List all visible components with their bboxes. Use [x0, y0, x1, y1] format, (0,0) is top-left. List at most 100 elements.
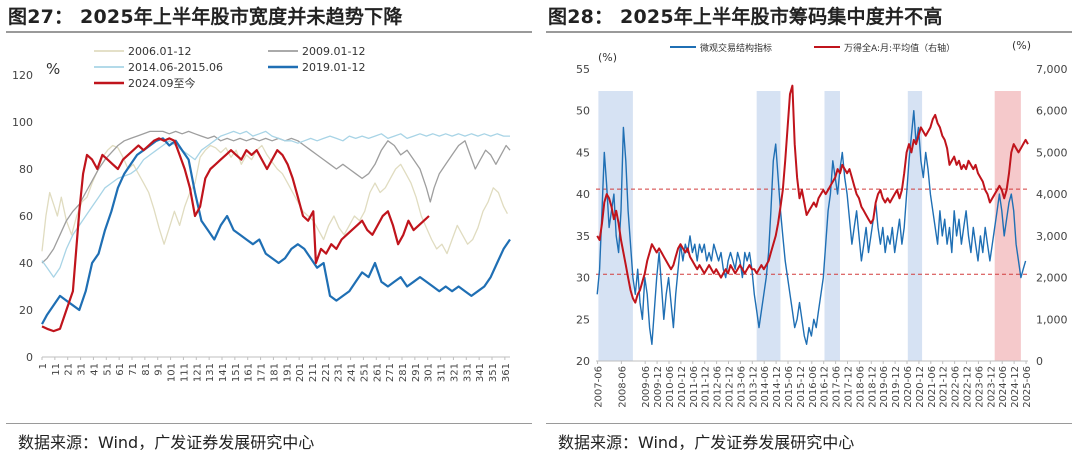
x-tick-label: 211 — [308, 363, 319, 382]
series-line-3 — [41, 130, 510, 278]
x-tick-label: 361 — [501, 363, 512, 382]
x-tick-label: 351 — [488, 363, 499, 382]
x-tick-label: 261 — [372, 363, 383, 382]
x-tick-label: 51 — [102, 363, 113, 376]
x-tick-label: 2016-12 — [820, 366, 831, 408]
left-y-tick-label: 55 — [576, 63, 590, 76]
x-tick-label: 191 — [282, 363, 293, 382]
y-tick-label: 20 — [19, 304, 33, 317]
x-tick-label: 2018-12 — [867, 366, 878, 408]
x-tick-label: 241 — [347, 363, 358, 382]
y-tick-label: 100 — [12, 116, 33, 129]
x-tick-label: 2024-06 — [998, 366, 1009, 408]
x-tick-label: 131 — [205, 363, 216, 382]
figure-28-title: 图28： 2025年上半年股市筹码集中度并不高 — [548, 6, 943, 28]
x-tick-label: 2014-06 — [760, 366, 771, 408]
legend-label-4: 2019.01-12 — [302, 61, 365, 74]
series-line-1 — [41, 144, 508, 255]
figure-27-panel: 图27： 2025年上半年股市宽度并未趋势下降 % 0 20 40 60 80 100 120… — [6, 0, 534, 457]
x-tick-label: 21 — [64, 363, 75, 376]
legend-label-5: 2024.09至今 — [128, 76, 196, 90]
x-tick-label: 61 — [115, 363, 126, 376]
x-tick-label: 2024-12 — [1010, 366, 1021, 408]
shaded-period-2 — [756, 91, 781, 361]
left-y-tick-label: 40 — [576, 188, 590, 201]
y-tick-label: 60 — [19, 210, 33, 223]
right-y-tick-label: 2,000 — [1036, 272, 1068, 285]
left-y-tick-label: 25 — [576, 313, 590, 326]
x-tick-label: 2014-12 — [772, 366, 783, 408]
x-tick-label: 321 — [449, 363, 460, 382]
figure-27-title: 图27： 2025年上半年股市宽度并未趋势下降 — [8, 6, 403, 28]
figure-27-title-rule — [6, 31, 532, 33]
right-y-tick-label: 1,000 — [1036, 313, 1068, 326]
series-line-2 — [596, 84, 1029, 304]
x-tick-label: 2010-12 — [677, 366, 688, 408]
x-tick-label: 2021-12 — [939, 366, 950, 408]
x-tick-label: 2016-06 — [808, 366, 819, 408]
x-tick-label: 2023-12 — [986, 366, 997, 408]
left-y-tick-label: 50 — [576, 105, 590, 118]
right-y-tick-label: 5,000 — [1036, 146, 1068, 159]
y-tick-label: 120 — [12, 69, 33, 82]
x-tick-label: 2025-06 — [1022, 366, 1033, 408]
x-tick-label: 141 — [218, 363, 229, 382]
x-tick-label: 291 — [411, 363, 422, 382]
x-tick-label: 2019-06 — [879, 366, 890, 408]
right-y-tick-label: 3,000 — [1036, 230, 1068, 243]
series-line-4 — [41, 137, 511, 325]
legend-label-1: 2006.01-12 — [128, 45, 191, 58]
x-tick-label: 2017-12 — [844, 366, 855, 408]
x-tick-label: 11 — [51, 363, 62, 376]
x-tick-label: 2018-06 — [855, 366, 866, 408]
right-y-tick-label: 6,000 — [1036, 105, 1068, 118]
x-tick-label: 301 — [424, 363, 435, 382]
x-tick-label: 271 — [385, 363, 396, 382]
x-tick-label: 2012-06 — [713, 366, 724, 408]
x-tick-label: 2008-06 — [617, 366, 628, 408]
x-tick-label: 2022-06 — [951, 366, 962, 408]
x-tick-label: 2021-06 — [927, 366, 938, 408]
x-tick-label: 2015-12 — [796, 366, 807, 408]
right-axis-unit: (%) — [1012, 39, 1031, 52]
y-tick-label: 80 — [19, 163, 33, 176]
x-tick-label: 2020-06 — [903, 366, 914, 408]
left-axis-unit: (%) — [598, 51, 617, 64]
x-tick-label: 2017-06 — [832, 366, 843, 408]
series-line-5 — [41, 137, 430, 333]
right-y-tick-label: 0 — [1036, 355, 1043, 368]
legend-label-1: 微观交易结构指标 — [700, 42, 772, 54]
x-tick-label: 2013-12 — [748, 366, 759, 408]
x-tick-label: 2009-12 — [653, 366, 664, 408]
left-y-tick-label: 20 — [576, 355, 590, 368]
x-tick-label: 2009-06 — [641, 366, 652, 408]
x-tick-label: 41 — [89, 363, 100, 376]
x-tick-label: 151 — [231, 363, 242, 382]
x-tick-label: 2013-06 — [736, 366, 747, 408]
x-tick-label: 341 — [475, 363, 486, 382]
x-tick-label: 2020-12 — [915, 366, 926, 408]
legend-label-2: 万得全A:月:平均值（右轴） — [844, 42, 955, 54]
x-tick-label: 81 — [141, 363, 152, 376]
x-tick-label: 1 — [38, 363, 49, 369]
x-tick-label: 2007-06 — [594, 366, 605, 408]
right-y-tick-label: 7,000 — [1036, 63, 1068, 76]
x-tick-label: 2015-06 — [784, 366, 795, 408]
figure-28-footer-rule — [546, 423, 1072, 424]
chip-concentration-chart: (%) (%) 20 25 30 35 40 45 50 55 0 1,000 2,000 3,000 4,… — [576, 39, 1068, 408]
legend-label-2: 2009.01-12 — [302, 45, 365, 58]
y-tick-label: 0 — [26, 351, 33, 364]
x-tick-label: 2011-12 — [701, 366, 712, 408]
x-tick-label: 161 — [244, 363, 255, 382]
x-tick-label: 91 — [154, 363, 165, 376]
right-y-tick-label: 4,000 — [1036, 188, 1068, 201]
shaded-period-5 — [994, 91, 1021, 361]
x-tick-label: 111 — [179, 363, 190, 382]
x-tick-label: 281 — [398, 363, 409, 382]
series-line-1 — [596, 110, 1027, 345]
figure-28-title-rule — [546, 31, 1072, 33]
x-tick-label: 31 — [77, 363, 88, 376]
figure-28-panel: 图28： 2025年上半年股市筹码集中度并不高 (%) (%) 20 25 30 35 40… — [546, 0, 1074, 457]
shaded-period-4 — [907, 91, 923, 361]
